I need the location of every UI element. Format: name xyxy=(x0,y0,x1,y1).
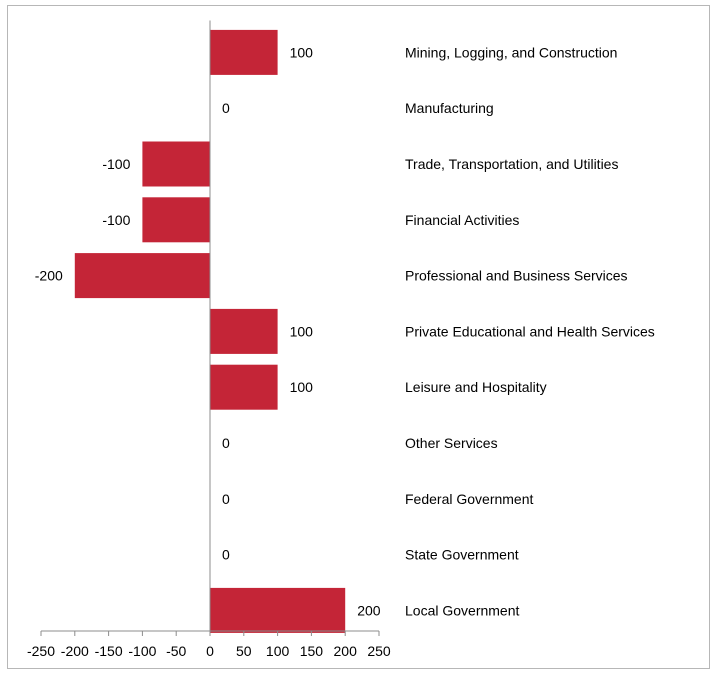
data-label-8: 0 xyxy=(222,435,230,451)
data-label-6: 100 xyxy=(290,323,314,339)
category-label-3: Trade, Transportation, and Utilities xyxy=(405,156,618,172)
x-tick-label-5: -50 xyxy=(166,643,186,659)
data-label-1: 100 xyxy=(290,44,314,60)
category-label-6: Private Educational and Health Services xyxy=(405,323,655,339)
data-labels-group: 100 0 -100 -100 -200 100 100 0 0 0 200 xyxy=(35,44,381,618)
data-label-11: 200 xyxy=(357,602,381,618)
bar-4 xyxy=(142,197,210,243)
x-tick-label-9: 150 xyxy=(300,643,324,659)
axes-group xyxy=(40,20,380,636)
data-label-10: 0 xyxy=(222,547,230,563)
x-tick-label-1: -250 xyxy=(27,643,55,659)
bar-5 xyxy=(74,253,210,299)
category-label-4: Financial Activities xyxy=(405,212,519,228)
data-label-2: 0 xyxy=(222,100,230,116)
bar-3 xyxy=(142,141,210,187)
x-tick-label-10: 200 xyxy=(334,643,358,659)
category-label-7: Leisure and Hospitality xyxy=(405,379,547,395)
category-label-8: Other Services xyxy=(405,435,498,451)
x-tick-label-6: 0 xyxy=(206,643,214,659)
data-label-3: -100 xyxy=(102,156,130,172)
x-tick-label-7: 50 xyxy=(236,643,252,659)
data-label-9: 0 xyxy=(222,491,230,507)
category-label-5: Professional and Business Services xyxy=(405,268,628,284)
data-label-7: 100 xyxy=(290,379,314,395)
category-label-2: Manufacturing xyxy=(405,100,494,116)
x-tick-label-8: 100 xyxy=(266,643,290,659)
x-tick-labels-group: -250 -200 -150 -100 -50 0 50 100 150 200 250 xyxy=(27,643,391,659)
data-label-5: -200 xyxy=(35,268,63,284)
category-labels-group: Mining, Logging, and Construction Manufac… xyxy=(405,44,655,618)
bar-7 xyxy=(210,364,278,410)
x-tick-label-11: 250 xyxy=(367,643,391,659)
category-label-9: Federal Government xyxy=(405,491,534,507)
category-label-10: State Government xyxy=(405,547,519,563)
x-tick-label-2: -200 xyxy=(61,643,89,659)
category-label-1: Mining, Logging, and Construction xyxy=(405,44,617,60)
chart-frame xyxy=(7,5,710,669)
bars-group xyxy=(74,29,346,633)
category-label-11: Local Government xyxy=(405,602,520,618)
bar-11 xyxy=(210,587,346,633)
bar-6 xyxy=(210,308,278,354)
data-label-4: -100 xyxy=(102,212,130,228)
bar-1 xyxy=(210,29,278,75)
x-tick-label-4: -100 xyxy=(128,643,156,659)
x-tick-label-3: -150 xyxy=(95,643,123,659)
